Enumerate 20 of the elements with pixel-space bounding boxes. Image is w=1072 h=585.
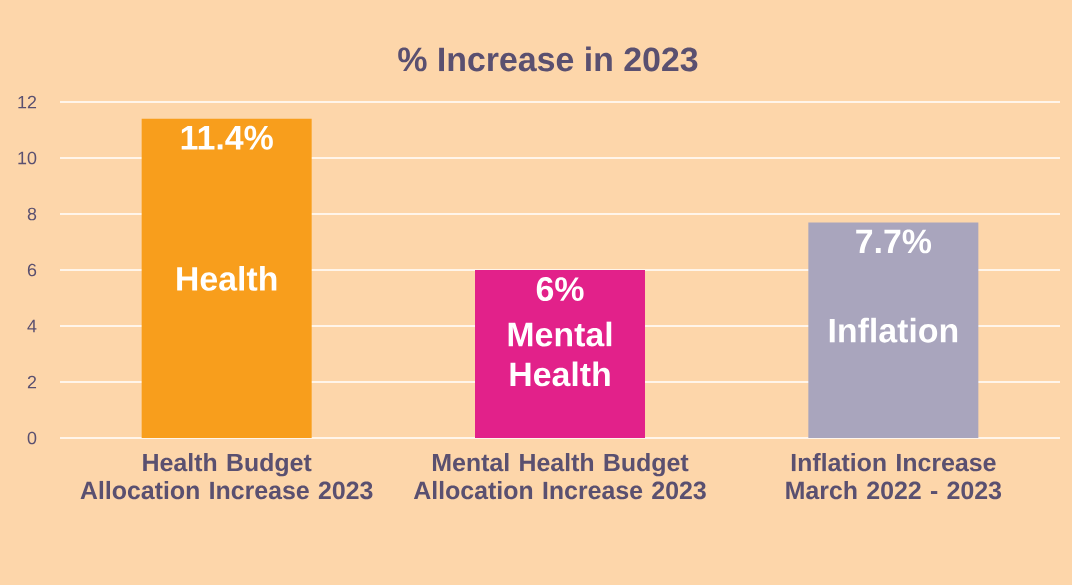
y-tick-label: 4 [27,319,37,333]
bar [475,270,646,438]
y-tick-label: 8 [27,207,37,221]
data-label: 11.4% [181,125,273,150]
x-tick-label: Mental Health Budget Allocation Increase 2023 [413,453,706,500]
y-tick-label: 0 [27,431,37,445]
annotation: Mental Health [508,321,612,387]
x-tick-label: Health Budget Allocation Increase 2023 [80,453,373,500]
y-tick-label: 2 [27,375,37,389]
y-tick-label: 12 [18,95,37,109]
bar [141,118,312,438]
chart-title: % Increase in 2023 [398,46,698,72]
y-tick-label: 10 [18,151,37,165]
annotation: Health [177,265,277,291]
annotation: Inflation [829,317,958,343]
y-tick-label: 6 [27,263,37,277]
data-label: 6% [536,277,584,302]
data-label: 7.7% [856,229,932,254]
bar [808,222,979,438]
x-tick-label: Inflation Increase March 2022 - 2023 [786,453,1002,500]
